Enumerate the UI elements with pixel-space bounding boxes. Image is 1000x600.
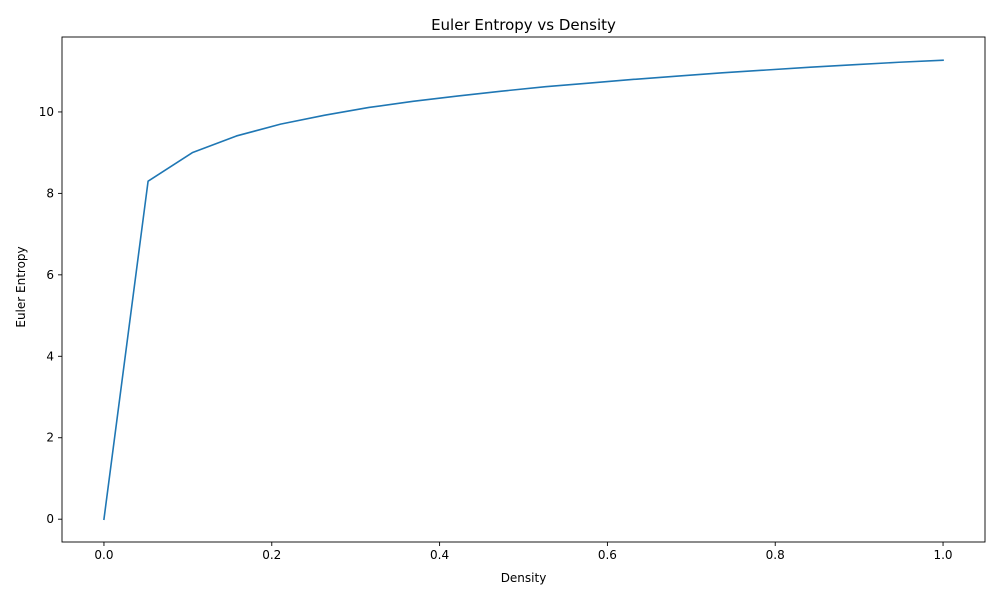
- x-tick-label: 0.8: [766, 548, 785, 562]
- y-tick-label: 2: [46, 431, 54, 445]
- y-axis-ticks: 0 2 4 6 8 10: [39, 105, 62, 526]
- y-tick-label: 8: [46, 186, 54, 200]
- x-tick-label: 0.0: [94, 548, 113, 562]
- x-tick-label: 1.0: [933, 548, 952, 562]
- chart-title: Euler Entropy vs Density: [431, 16, 616, 34]
- x-axis-title: Density: [501, 571, 547, 585]
- plot-area: [103, 59, 944, 521]
- x-tick-label: 0.2: [262, 548, 281, 562]
- x-axis-ticks: 0.0 0.2 0.4 0.6 0.8 1.0: [94, 542, 953, 562]
- x-tick-label: 0.6: [598, 548, 617, 562]
- y-tick-label: 6: [46, 268, 54, 282]
- x-tick-label: 0.4: [430, 548, 449, 562]
- series-line: [103, 59, 944, 521]
- y-tick-label: 10: [39, 105, 54, 119]
- plot-frame: [61, 36, 986, 543]
- y-axis-title: Euler Entropy: [14, 246, 28, 327]
- y-tick-label: 0: [46, 512, 54, 526]
- y-tick-label: 4: [46, 349, 54, 363]
